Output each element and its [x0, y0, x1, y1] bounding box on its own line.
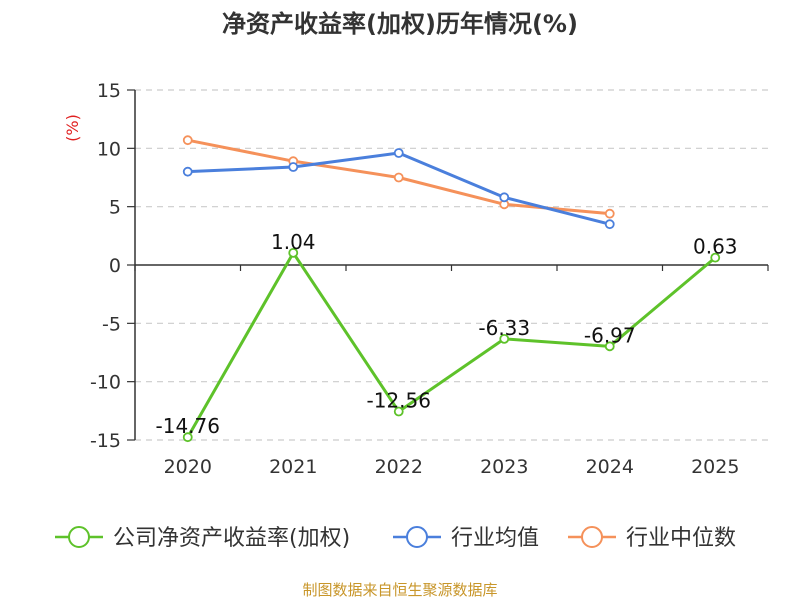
data-point [182, 432, 193, 443]
data-label: 1.04 [271, 230, 316, 254]
data-point [499, 333, 510, 344]
data-label: 0.63 [693, 235, 738, 259]
chart-title: 净资产收益率(加权)历年情况(%) [222, 10, 578, 38]
x-tick-label: 2025 [691, 456, 739, 478]
x-tick-label: 2023 [480, 456, 528, 478]
legend-label: 公司净资产收益率(加权) [113, 526, 350, 551]
y-unit-label: (%) [63, 114, 82, 142]
series-line [187, 151, 611, 226]
data-point [288, 247, 299, 258]
legend-label: 行业中位数 [626, 526, 736, 551]
source-note: 制图数据来自恒生聚源数据库 [302, 581, 497, 599]
y-tick-label: 15 [97, 80, 121, 102]
data-point [604, 219, 615, 230]
data-labels: -14.76 1.04 -12.56 -6.33 -6.97 0.63 [156, 230, 738, 438]
data-label: -6.97 [584, 323, 636, 347]
data-point [393, 172, 404, 183]
legend-marker [68, 526, 90, 548]
legend: 公司净资产收益率(加权) 行业均值 行业中位数 [55, 526, 736, 551]
data-point [499, 192, 510, 203]
data-label: -12.56 [367, 389, 431, 413]
data-point [288, 162, 299, 172]
data-label: -14.76 [156, 414, 220, 438]
data-point [604, 208, 615, 219]
x-tick-label: 2022 [375, 456, 423, 478]
data-point [182, 166, 193, 177]
y-tick-label: 5 [109, 197, 121, 219]
series-line [186, 251, 717, 438]
x-tick-label: 2024 [586, 456, 634, 478]
data-point [393, 406, 404, 417]
x-axis-ticks: 2020 2021 2022 2023 2024 2025 [134, 265, 769, 478]
data-label: -6.33 [478, 316, 530, 340]
series-lines [182, 135, 721, 443]
data-point [393, 148, 404, 158]
x-tick-label: 2021 [269, 456, 317, 478]
y-tick-label: -10 [90, 372, 121, 394]
legend-marker [406, 526, 428, 548]
y-tick-label: -15 [90, 430, 121, 452]
y-tick-label: 0 [109, 255, 121, 277]
data-point [710, 252, 721, 263]
data-point [604, 341, 615, 352]
legend-marker [581, 526, 603, 548]
legend-label: 行业均值 [451, 526, 539, 551]
y-axis-ticks: 15 10 5 0 -5 -10 -15 [90, 80, 135, 452]
y-tick-label: 10 [97, 138, 121, 160]
data-point [182, 135, 193, 146]
x-tick-label: 2020 [164, 456, 212, 478]
y-tick-label: -5 [102, 313, 121, 335]
